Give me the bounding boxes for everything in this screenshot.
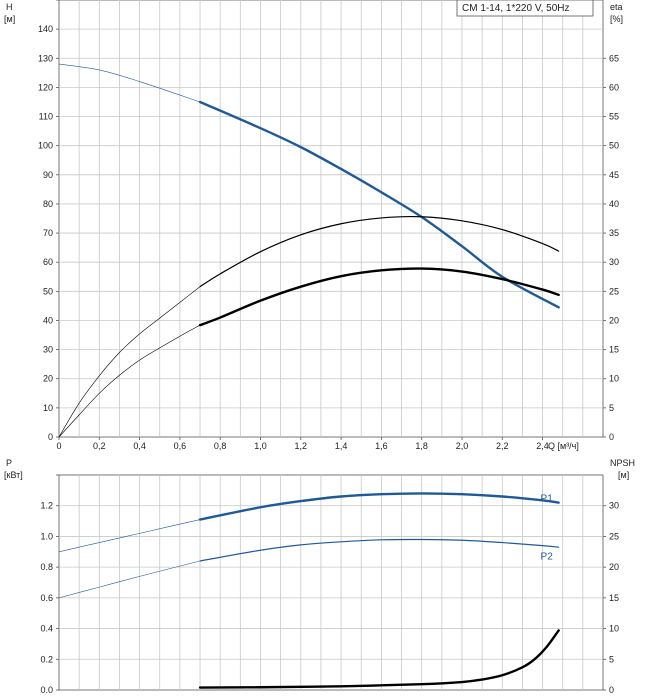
y-left-tick-label: 0.2 bbox=[40, 654, 53, 664]
y-right-tick-label: 10 bbox=[609, 624, 619, 634]
y-right-tick-label: 10 bbox=[609, 374, 619, 384]
x-tick-label: 0,4 bbox=[133, 441, 146, 451]
y-right-tick-label: 25 bbox=[609, 531, 619, 541]
y-left-tick-label: 0.8 bbox=[40, 562, 53, 572]
series-0-1-line bbox=[199, 215, 560, 288]
bottom-plot-series bbox=[58, 492, 560, 689]
y-left-tick-label: 60 bbox=[43, 257, 53, 267]
y-right-tick-label: 5 bbox=[609, 403, 614, 413]
series-0-0-line bbox=[198, 100, 560, 309]
x-tick-label: 0,8 bbox=[214, 441, 227, 451]
y-left-tick-label: 20 bbox=[43, 374, 53, 384]
y-right-tick-label: 30 bbox=[609, 501, 619, 511]
y-left-tick-label: 0 bbox=[48, 432, 53, 442]
y-right-tick-label: 15 bbox=[609, 593, 619, 603]
y-left-tick-label: 1.2 bbox=[40, 501, 53, 511]
eta-axis-title: eta bbox=[610, 2, 623, 12]
y-left-tick-label: 30 bbox=[43, 345, 53, 355]
series-1-1-line bbox=[199, 538, 560, 562]
x-tick-label: 1,0 bbox=[254, 441, 267, 451]
series-0-1-extension bbox=[58, 286, 201, 438]
series-1-1-extension bbox=[58, 560, 201, 599]
p-axis-title: P bbox=[6, 458, 12, 468]
y-right-tick-label: 5 bbox=[609, 654, 614, 664]
y-right-tick-label: 40 bbox=[609, 199, 619, 209]
y-right-tick-label: 55 bbox=[609, 112, 619, 122]
x-tick-label: 0,2 bbox=[93, 441, 106, 451]
chart-title-box bbox=[456, 0, 594, 17]
h-axis-unit: [м] bbox=[4, 14, 15, 24]
series-1-0-extension bbox=[58, 519, 201, 553]
bottom-plot-ticks: 0.0 0.2 0.4 0.6 0.8 1.0 1.2 0 5 10 15 20 25 30 bbox=[40, 474, 619, 695]
y-right-tick-label: 25 bbox=[609, 286, 619, 296]
y-left-tick-label: 0.0 bbox=[40, 685, 53, 695]
h-axis-title: H bbox=[6, 2, 13, 12]
x-tick-label: 2,4 bbox=[536, 441, 549, 451]
y-left-tick-label: 40 bbox=[43, 315, 53, 325]
bottom-plot-grid bbox=[58, 474, 604, 691]
series-label-p1: P1 bbox=[541, 493, 554, 504]
x-tick-label: 2,0 bbox=[456, 441, 469, 451]
series-0-2-line bbox=[198, 267, 560, 327]
y-right-tick-label: 0 bbox=[609, 685, 614, 695]
y-left-tick-label: 130 bbox=[38, 53, 53, 63]
series-0-0-extension bbox=[58, 63, 201, 103]
y-left-tick-label: 0.6 bbox=[40, 593, 53, 603]
top-plot-ticks: 0 10 20 30 40 50 60 70 80 90 100 110 120 130 140 0 5 10 15… bbox=[38, 0, 619, 451]
y-left-tick-label: 0.4 bbox=[40, 624, 53, 634]
y-right-tick-label: 20 bbox=[609, 562, 619, 572]
y-left-tick-label: 140 bbox=[38, 24, 53, 34]
x-tick-label: 1,4 bbox=[335, 441, 348, 451]
top-plot-grid bbox=[58, 0, 604, 438]
x-tick-label: 1,2 bbox=[295, 441, 308, 451]
y-right-tick-label: 60 bbox=[609, 82, 619, 92]
p-axis-unit: [кВт] bbox=[4, 470, 23, 480]
plot-frame bbox=[58, 474, 604, 691]
y-left-tick-label: 70 bbox=[43, 228, 53, 238]
series-1-2-line bbox=[198, 629, 560, 689]
y-left-tick-label: 50 bbox=[43, 286, 53, 296]
chart-title: CM 1-14, 1*220 V, 50Hz bbox=[462, 3, 569, 14]
x-tick-label: 1,8 bbox=[415, 441, 428, 451]
eta-axis-unit: [%] bbox=[610, 14, 623, 24]
top-plot-series bbox=[58, 63, 560, 438]
y-right-tick-label: 50 bbox=[609, 141, 619, 151]
y-right-tick-label: 30 bbox=[609, 257, 619, 267]
y-left-tick-label: 1.0 bbox=[40, 531, 53, 541]
y-right-tick-label: 35 bbox=[609, 228, 619, 238]
y-right-tick-label: 45 bbox=[609, 170, 619, 180]
series-label-p2: P2 bbox=[541, 552, 554, 563]
y-left-tick-label: 90 bbox=[43, 170, 53, 180]
x-axis-label: Q [м³/ч] bbox=[548, 441, 579, 451]
y-left-tick-label: 120 bbox=[38, 82, 53, 92]
x-tick-label: 2,2 bbox=[496, 441, 509, 451]
y-right-tick-label: 0 bbox=[609, 432, 614, 442]
plot-frame bbox=[58, 0, 604, 438]
series-0-2-extension bbox=[58, 324, 201, 438]
y-left-tick-label: 10 bbox=[43, 403, 53, 413]
y-left-tick-label: 80 bbox=[43, 199, 53, 209]
npsh-axis-title: NPSH bbox=[610, 458, 635, 468]
y-right-tick-label: 65 bbox=[609, 53, 619, 63]
y-left-tick-label: 100 bbox=[38, 141, 53, 151]
y-right-tick-label: 20 bbox=[609, 315, 619, 325]
x-tick-label: 0 bbox=[56, 441, 61, 451]
y-left-tick-label: 110 bbox=[39, 112, 53, 122]
npsh-axis-unit: [м] bbox=[618, 470, 629, 480]
x-tick-label: 0,6 bbox=[174, 441, 187, 451]
series-1-0-line bbox=[198, 492, 560, 521]
x-tick-label: 1,6 bbox=[375, 441, 388, 451]
y-right-tick-label: 15 bbox=[609, 345, 619, 355]
